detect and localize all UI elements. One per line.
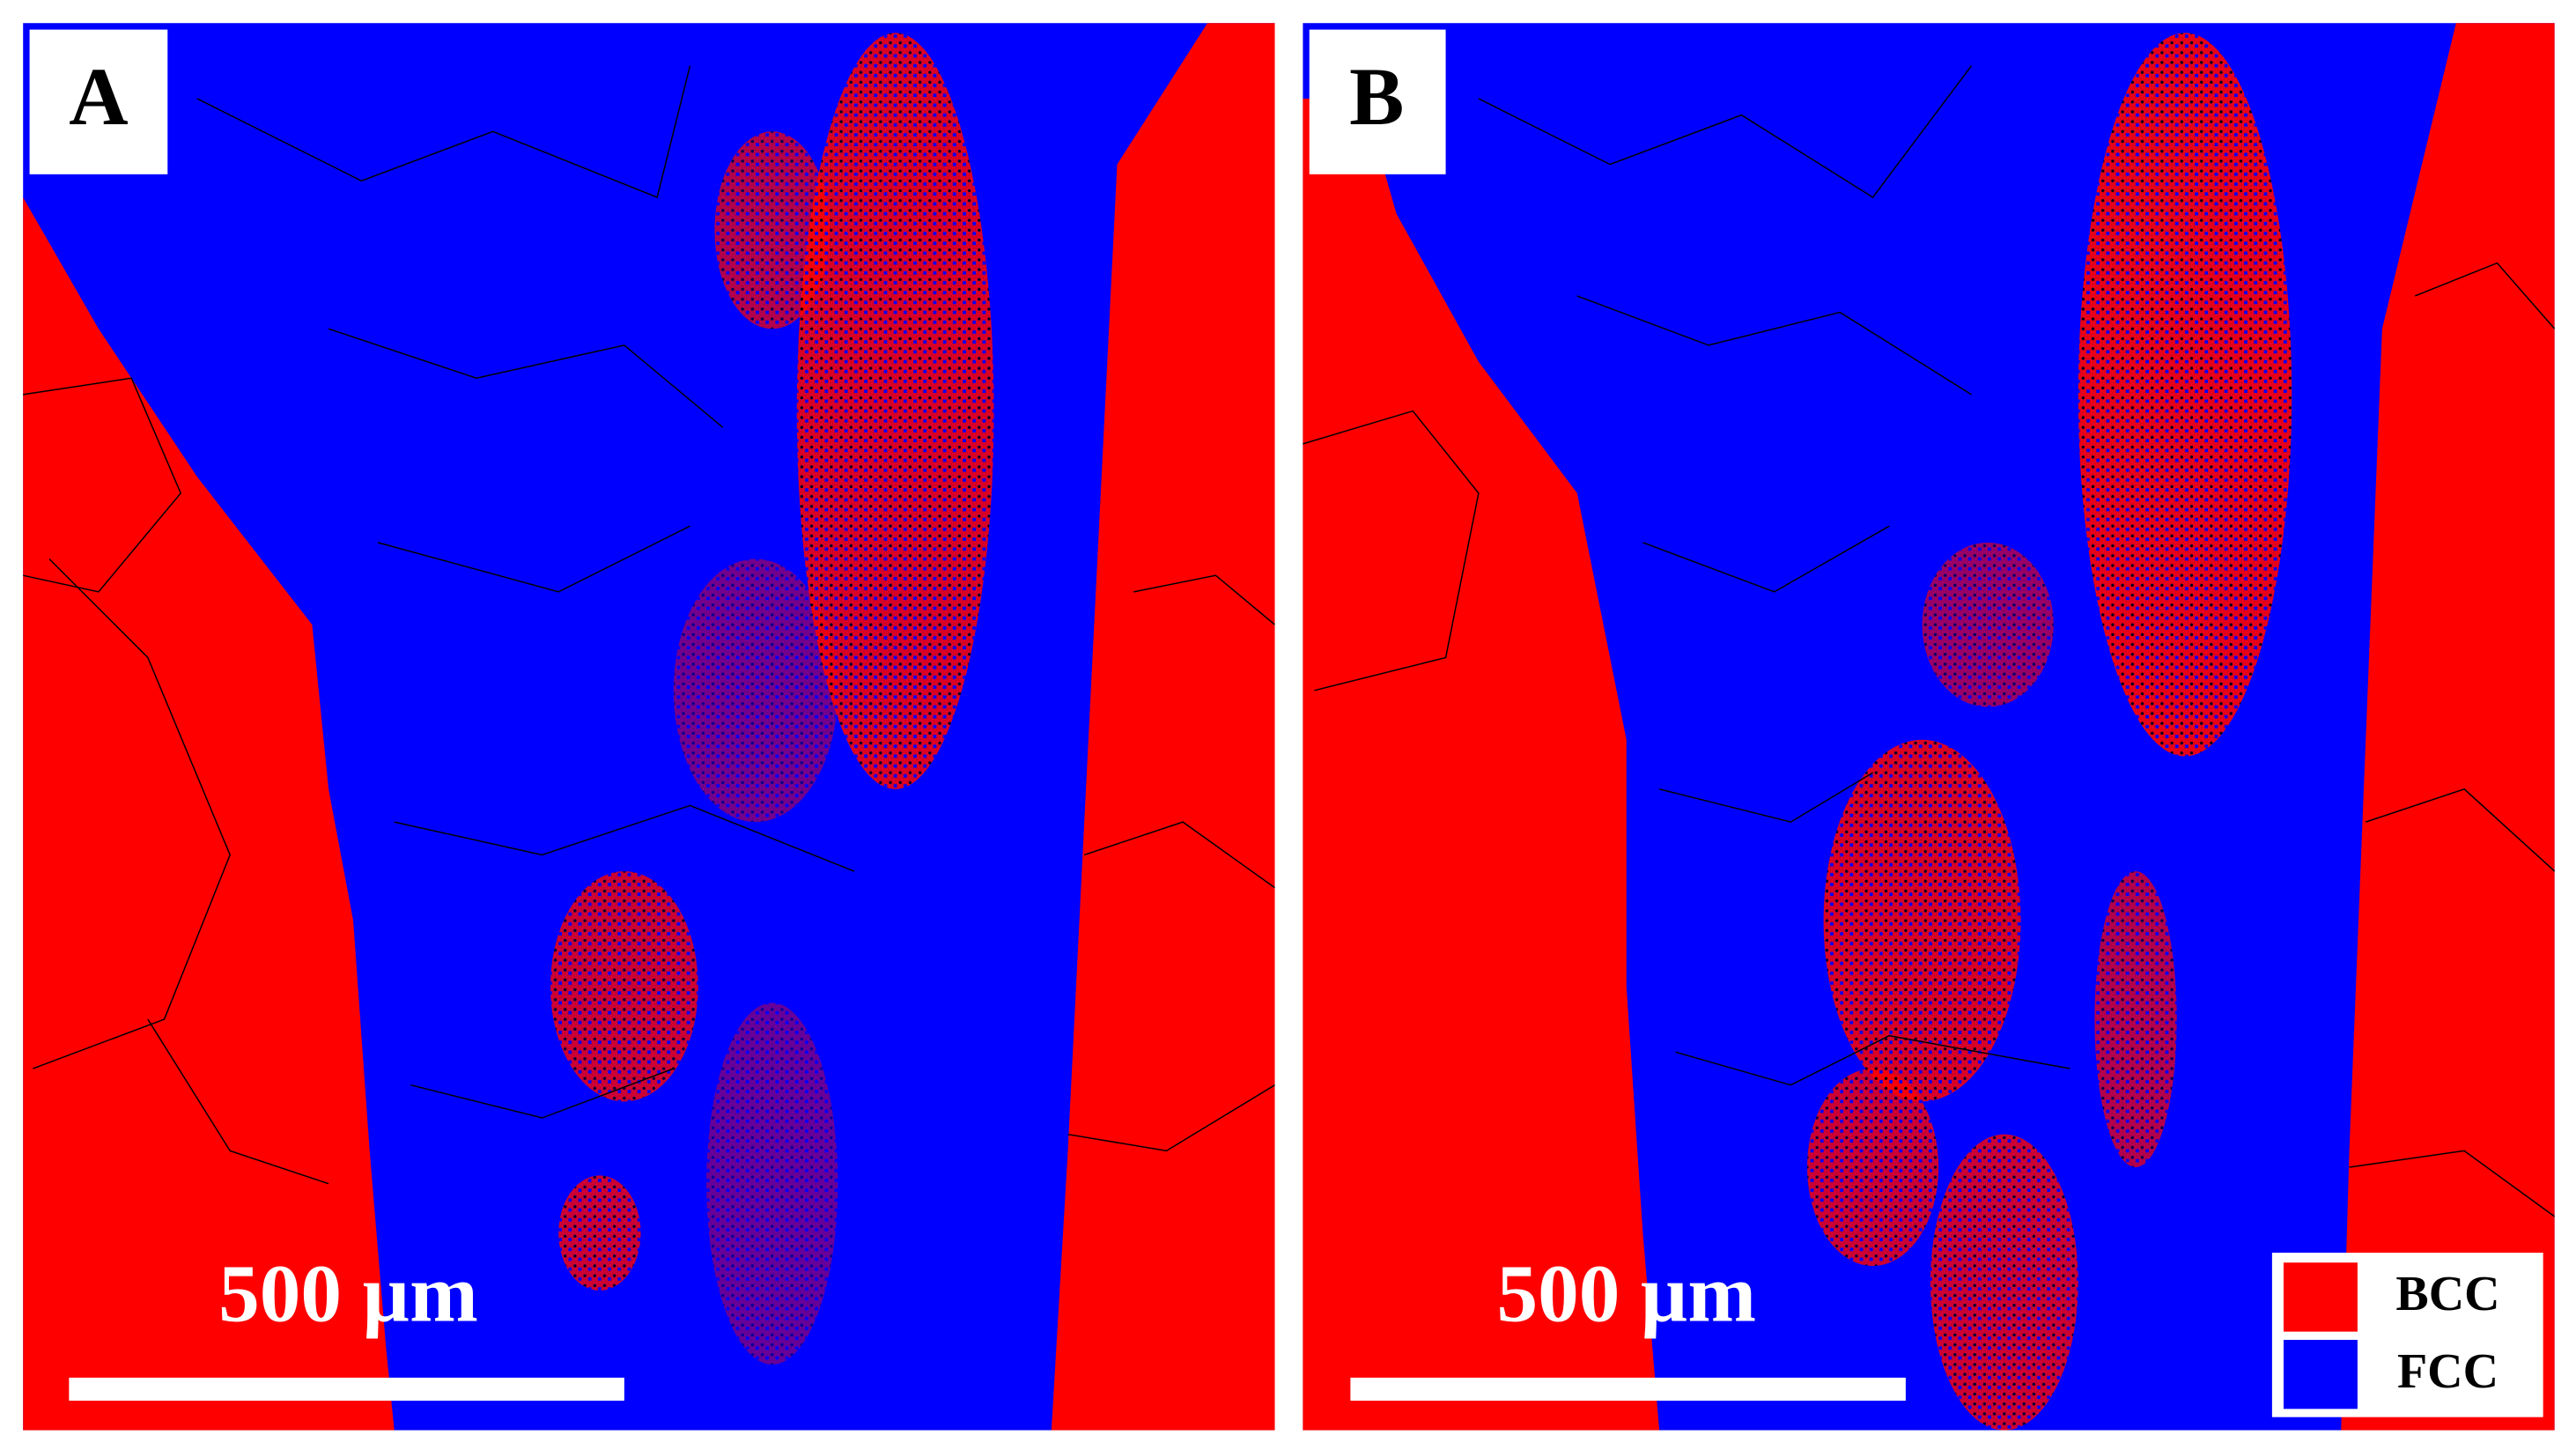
scale-bar-label: 500 µm bbox=[1496, 1248, 1756, 1339]
panel-label: B bbox=[1349, 52, 1404, 143]
legend-label: BCC bbox=[2395, 1267, 2499, 1321]
scale-bar bbox=[1350, 1377, 1906, 1402]
scale-bar-label: 500 µm bbox=[218, 1248, 478, 1339]
panel-label: A bbox=[69, 52, 128, 143]
legend-swatch bbox=[2283, 1262, 2358, 1332]
panel-label-box bbox=[1309, 29, 1446, 174]
panel-label-box bbox=[29, 29, 168, 174]
legend-swatch bbox=[2283, 1339, 2358, 1409]
legend-label: FCC bbox=[2397, 1344, 2498, 1399]
scale-bar bbox=[69, 1377, 624, 1402]
panel-b-map bbox=[1303, 23, 2555, 1431]
panel-a-map bbox=[23, 23, 1275, 1431]
